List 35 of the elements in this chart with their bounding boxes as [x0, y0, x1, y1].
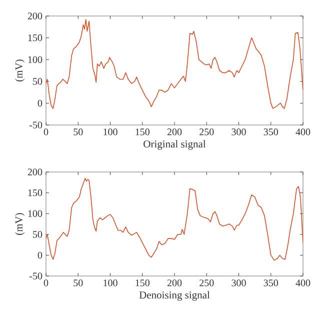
x-tick-label: 400: [296, 280, 310, 286]
x-tick-label: 300: [232, 128, 246, 136]
x-tick-label: 350: [264, 128, 278, 136]
y-tick-label: 150: [28, 34, 42, 42]
x-tick-label: 50: [74, 128, 83, 136]
x-tick-label: 150: [136, 280, 150, 286]
y-tick-label: 0: [38, 252, 42, 259]
x-tick-label: 250: [200, 128, 214, 136]
y-tick-label: 100: [28, 56, 42, 63]
x-tick-label: 200: [167, 128, 182, 136]
x-tick-label: 200: [167, 280, 182, 286]
x-axis-title: Original signal: [144, 140, 206, 150]
x-tick-label: 0: [44, 128, 48, 136]
x-tick-label: 50: [74, 280, 83, 286]
y-tick-label: 200: [28, 12, 42, 20]
y-tick-label: 0: [38, 100, 42, 107]
x-tick-label: 100: [104, 280, 118, 286]
y-tick-label: 150: [28, 189, 42, 196]
y-axis-title: (mV): [15, 213, 25, 235]
x-tick-label: 400: [296, 128, 310, 136]
y-tick-label: -50: [30, 122, 42, 128]
y-tick-label: 200: [28, 168, 42, 176]
y-tick-label: 50: [33, 78, 42, 85]
x-axis-title: Denoising signal: [139, 291, 210, 301]
y-axis-title: (mV): [15, 60, 25, 82]
line-series: [46, 178, 304, 261]
x-tick-label: 250: [200, 280, 214, 286]
x-tick-label: 300: [232, 280, 246, 286]
x-tick-label: 0: [44, 280, 48, 286]
x-tick-label: 350: [264, 280, 278, 286]
y-tick-label: 50: [33, 231, 42, 238]
x-tick-label: 100: [104, 128, 118, 136]
y-tick-label: -50: [30, 272, 42, 280]
x-tick-label: 150: [136, 128, 150, 136]
y-tick-label: 100: [28, 210, 42, 217]
